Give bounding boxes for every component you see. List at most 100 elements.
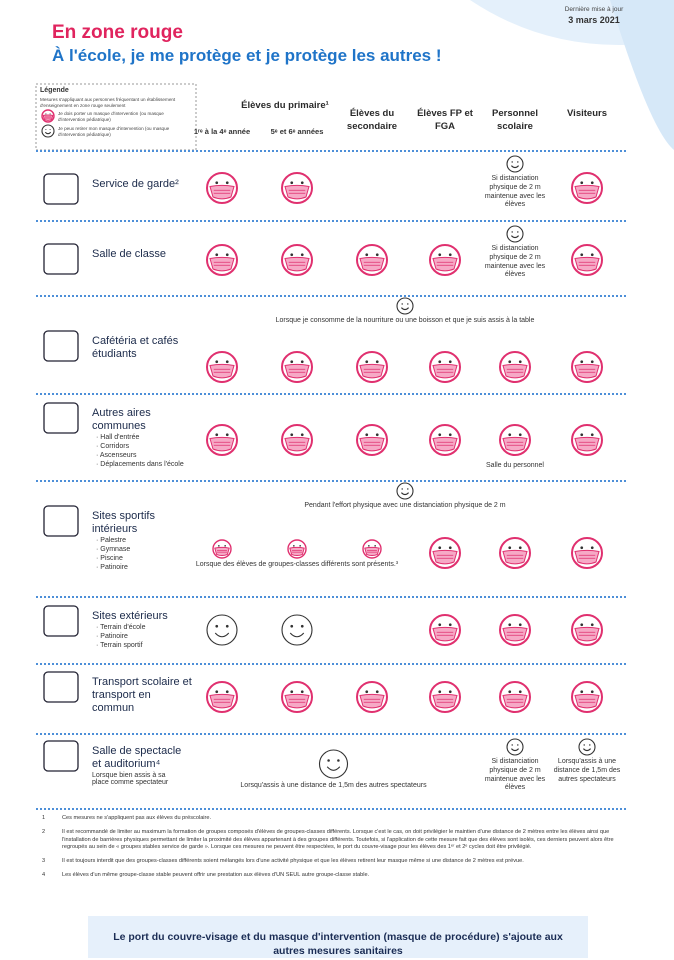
row-separator [36, 295, 626, 297]
mask-shape [502, 549, 528, 565]
mask-icon [281, 172, 313, 204]
row-separator [36, 480, 626, 482]
footnote-number: 1 [42, 815, 46, 821]
mask-shape [432, 626, 458, 642]
column-header: 5ᵉ et 6ᵉ années [270, 127, 324, 136]
mask-icon [356, 681, 388, 713]
eye [448, 360, 452, 364]
eye [438, 433, 442, 437]
row-separator [36, 150, 626, 152]
face [506, 738, 524, 756]
smile-icon [578, 738, 596, 756]
mask-icon [281, 244, 313, 276]
mask-icon [281, 424, 313, 456]
eye [365, 433, 369, 437]
eye [215, 181, 219, 185]
eye [225, 624, 229, 628]
mask-shape [359, 363, 385, 379]
eye [438, 623, 442, 627]
row-item: Palestre [96, 537, 186, 546]
footnote-text: Ces mesures ne s'appliquent pas aux élèv… [62, 815, 212, 821]
eye [337, 759, 340, 762]
eye [438, 360, 442, 364]
column-header: Élèves du secondaire [346, 108, 398, 132]
mask-shape [284, 363, 310, 379]
eye [438, 253, 442, 257]
title: En zone rouge [52, 22, 183, 43]
eye [580, 623, 584, 627]
mask-shape [209, 363, 235, 379]
row-pictogram [43, 740, 79, 772]
row-item: Hall d'entrée [96, 434, 186, 443]
cell-note: Salle du personnel [486, 462, 544, 469]
eye [290, 624, 294, 628]
row-item: Patinoire [96, 564, 186, 573]
eye [224, 545, 226, 547]
eye [225, 690, 229, 694]
eye [300, 433, 304, 437]
eye [511, 161, 513, 163]
update-date: 3 mars 2021 [568, 15, 620, 25]
eye [365, 360, 369, 364]
mask-icon [429, 244, 461, 276]
legend-mask: Je dois porter un masque d'intervention … [58, 111, 164, 122]
eye [580, 253, 584, 257]
eye [290, 690, 294, 694]
row-separator [36, 663, 626, 665]
mask-icon [206, 244, 238, 276]
row-item: Gymnase [96, 546, 186, 555]
mask-icon [429, 351, 461, 383]
face [506, 225, 524, 243]
eye [407, 303, 409, 305]
face [396, 482, 414, 500]
row-sublabel: Lorsque bien assis à sa place comme spec… [92, 772, 169, 786]
row-item: Terrain sportif [96, 642, 186, 651]
mask-shape [502, 626, 528, 642]
eye [374, 545, 376, 547]
eye [438, 690, 442, 694]
mask-shape [359, 256, 385, 272]
mouth [326, 766, 341, 771]
eye [508, 546, 512, 550]
mask-icon [206, 172, 238, 204]
row-separator [36, 220, 626, 222]
eye [299, 545, 301, 547]
eye [49, 113, 51, 115]
face [396, 297, 414, 315]
eye [375, 253, 379, 257]
eye [225, 360, 229, 364]
smile-icon [506, 225, 524, 243]
row-pictogram [43, 173, 79, 205]
legend-no-mask: Je peux retirer mon masque d'interventio… [58, 126, 170, 137]
column-header: 1ʳᵉ à la 4ᵉ année [193, 127, 251, 136]
eye [589, 744, 591, 746]
eye [300, 624, 304, 628]
mask-shape [502, 436, 528, 452]
row-label: Cafétéria et cafés étudiants [92, 335, 179, 361]
row-pictogram [43, 243, 79, 275]
smile-icon [506, 155, 524, 173]
row-separator [36, 733, 626, 735]
face [206, 614, 238, 646]
eye [375, 433, 379, 437]
eye [290, 433, 294, 437]
eye [290, 181, 294, 185]
eye [518, 690, 522, 694]
row-label: Transport scolaire et transport en commu… [92, 676, 192, 715]
mask-icon [429, 424, 461, 456]
banner: Le port du couvre-visage et du masque d'… [113, 931, 563, 958]
row-pictogram [43, 605, 79, 637]
span-note: Lorsque des élèves de groupes-classes di… [195, 561, 399, 568]
mask-icon [571, 172, 603, 204]
smile-icon [281, 614, 313, 646]
mask-shape [364, 546, 380, 557]
row-label: Sites sportifs intérieurs [92, 510, 155, 536]
eye [225, 253, 229, 257]
eye [518, 433, 522, 437]
mask-shape [432, 693, 458, 709]
eye [590, 433, 594, 437]
eye [580, 690, 584, 694]
row-pictogram [43, 330, 79, 362]
row-item: Piscine [96, 555, 186, 564]
